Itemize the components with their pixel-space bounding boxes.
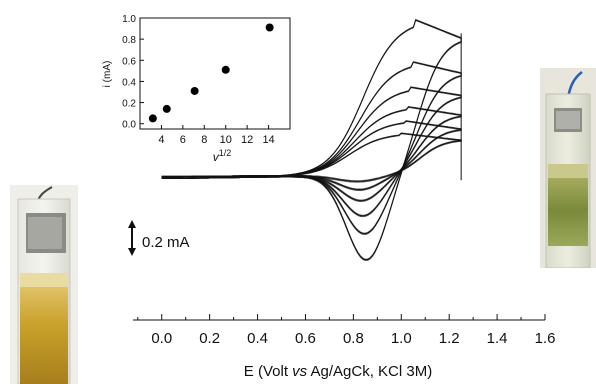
inset-x-tick-label: 6: [180, 134, 186, 146]
inset-y-tick-label: 0.4: [122, 77, 136, 88]
inset-y-tick-label: 1.0: [122, 14, 136, 25]
x-tick-label: 0.0: [151, 330, 172, 347]
scale-bar-label: 0.2 mA: [142, 234, 190, 251]
electrode-photo-green: [540, 68, 596, 268]
inset-data-point: [190, 86, 199, 95]
inset-y-label: i (mA): [102, 61, 113, 88]
inset-frame: [139, 17, 291, 130]
cv-cycle-trace: [161, 106, 462, 201]
inset-x-tick-label: 14: [262, 134, 274, 146]
inset-plot: 4 6 8 10 12 14 0.0 0.2 0.4 0.6 0.8 1.0 i (mA) v1/2: [102, 14, 291, 164]
x-axis-label: E (Volt vs Ag/AgCk, KCl 3M): [244, 363, 432, 380]
inset-axes: 4 6 8 10 12 14 0.0 0.2 0.4 0.6 0.8 1.0: [122, 14, 275, 146]
cv-traces: [161, 18, 462, 262]
inset-y-tick-label: 0.6: [122, 56, 136, 67]
inset-x-label: v1/2: [213, 148, 232, 164]
inset-x-tick-label: 10: [220, 134, 232, 146]
current-scale-bar: [128, 220, 136, 256]
inset-x-tick-label: 8: [201, 134, 207, 146]
inset-data-point: [162, 104, 171, 113]
x-tick-label: 1.6: [535, 330, 556, 347]
inset-x-tick-label: 12: [241, 134, 253, 146]
inset-data-point: [221, 65, 230, 74]
inset-y-tick-label: 0.8: [122, 35, 136, 46]
electrode-photo-yellow: [10, 185, 78, 384]
inset-data-point: [148, 114, 157, 123]
x-tick-label: 1.4: [487, 330, 508, 347]
x-axis: 0.0 0.2 0.4 0.6 0.8 1.0 1.2 1.4 1.6: [133, 314, 555, 347]
x-tick-label: 1.2: [439, 330, 460, 347]
x-tick-label: 1.0: [391, 330, 412, 347]
inset-data-point: [265, 23, 274, 32]
x-tick-label: 0.8: [343, 330, 364, 347]
inset-y-tick-label: 0.2: [122, 99, 136, 110]
x-tick-label: 0.6: [295, 330, 316, 347]
inset-y-tick-label: 0.0: [122, 120, 136, 131]
x-tick-label: 0.4: [247, 330, 268, 347]
inset-x-tick-label: 4: [158, 134, 164, 146]
x-tick-label: 0.2: [199, 330, 220, 347]
inset-points: [148, 23, 274, 123]
